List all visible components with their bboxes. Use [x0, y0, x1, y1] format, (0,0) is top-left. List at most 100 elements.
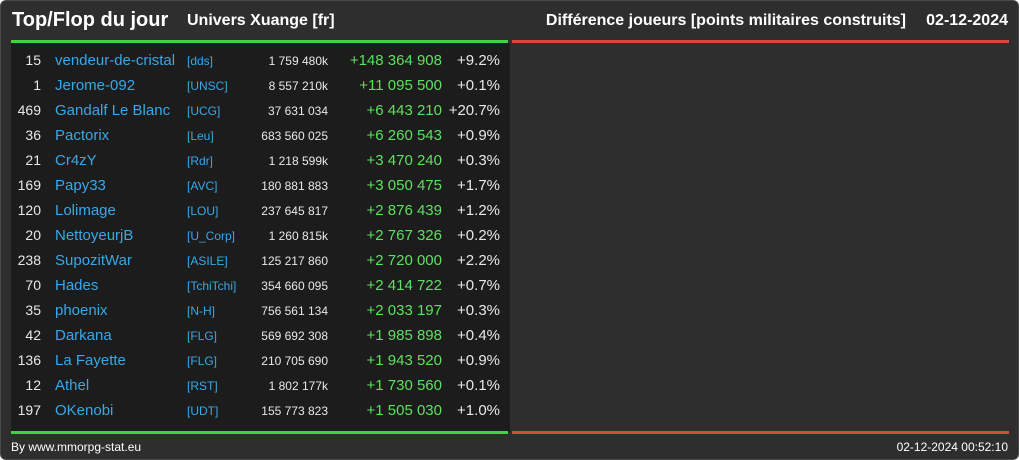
percent-change: +20.7%	[448, 102, 500, 119]
footer-timestamp: 02-12-2024 00:52:10	[896, 440, 1008, 454]
player-points: 569 692 308	[261, 329, 328, 343]
player-name-link[interactable]: SupozitWar	[55, 252, 132, 269]
percent-change: +0.3%	[457, 152, 500, 169]
points-difference: +3 470 240	[366, 152, 443, 169]
points-difference: +148 364 908	[349, 52, 442, 69]
points-difference: +2 876 439	[366, 202, 443, 219]
player-points: 756 561 134	[261, 304, 328, 318]
player-rank: 238	[17, 252, 41, 268]
points-difference: +2 767 326	[366, 227, 443, 244]
table-row: 136 La Fayette [FLG] 210 705 690 +1 943 520 +…	[11, 348, 510, 373]
player-name-link[interactable]: OKenobi	[55, 402, 114, 419]
player-rank: 70	[25, 277, 41, 293]
player-name-link[interactable]: Jerome-092	[55, 77, 136, 94]
alliance-tag-link[interactable]: [dds]	[187, 54, 214, 68]
player-points: 125 217 860	[261, 254, 328, 268]
points-difference: +2 033 197	[366, 302, 443, 319]
player-name-link[interactable]: NettoyeurjB	[55, 227, 134, 244]
player-points: 1 759 480k	[268, 54, 328, 68]
alliance-tag-link[interactable]: [Leu]	[187, 129, 214, 143]
player-rank: 35	[25, 302, 41, 318]
table-row: 469 Gandalf Le Blanc [UCG] 37 631 034 +6 443…	[11, 98, 510, 123]
metric-label: Différence joueurs [points militaires co…	[545, 12, 906, 29]
points-difference: +11 095 500	[359, 77, 442, 94]
alliance-tag-link[interactable]: [UCG]	[187, 104, 221, 118]
table-row: 35 phoenix [N-H] 756 561 134 +2 033 197 +0.3%	[11, 298, 510, 323]
player-name-link[interactable]: Hades	[55, 277, 99, 294]
points-difference: +1 943 520	[366, 352, 443, 369]
alliance-tag-link[interactable]: [FLG]	[187, 329, 218, 343]
percent-change: +1.7%	[457, 177, 500, 194]
player-points: 180 881 883	[261, 179, 328, 193]
points-difference: +3 050 475	[366, 177, 443, 194]
footer-credit[interactable]: By www.mmorpg-stat.eu	[11, 440, 142, 454]
player-points: 1 218 599k	[268, 154, 328, 168]
table-row: 42 Darkana [FLG] 569 692 308 +1 985 898 +0.4%	[11, 323, 510, 348]
player-name-link[interactable]: Cr4zY	[55, 152, 97, 169]
table-row: 36 Pactorix [Leu] 683 560 025 +6 260 543 +0.9…	[11, 123, 510, 148]
points-difference: +1 985 898	[366, 327, 443, 344]
points-difference: +1 730 560	[366, 377, 443, 394]
table-row: 21 Cr4zY [Rdr] 1 218 599k +3 470 240 +0.3%	[11, 148, 510, 173]
percent-change: +0.4%	[457, 327, 500, 344]
player-rank: 12	[25, 377, 41, 393]
table-row: 12 Athel [RST] 1 802 177k +1 730 560 +0.1%	[11, 373, 510, 398]
alliance-tag-link[interactable]: [ASILE]	[187, 254, 228, 268]
player-points: 155 773 823	[261, 404, 328, 418]
universe-label: Univers Xuange [fr]	[187, 12, 335, 29]
player-points: 1 260 815k	[268, 229, 328, 243]
percent-change: +0.9%	[457, 352, 500, 369]
player-rank: 36	[25, 127, 41, 143]
points-difference: +2 414 722	[366, 277, 443, 294]
player-points: 354 660 095	[261, 279, 328, 293]
player-points: 210 705 690	[261, 354, 328, 368]
alliance-tag-link[interactable]: [AVC]	[187, 179, 218, 193]
bottom-divider-green	[11, 431, 508, 434]
alliance-tag-link[interactable]: [TchiTchi]	[187, 279, 237, 293]
player-rank: 1	[33, 77, 41, 93]
alliance-tag-link[interactable]: [UNSC]	[187, 79, 228, 93]
bottom-divider-red	[512, 431, 1009, 434]
player-name-link[interactable]: Darkana	[55, 327, 112, 344]
player-rank: 20	[25, 227, 41, 243]
top-divider-green	[11, 40, 508, 43]
alliance-tag-link[interactable]: [FLG]	[187, 354, 218, 368]
alliance-tag-link[interactable]: [RST]	[187, 379, 218, 393]
player-rank: 120	[17, 202, 41, 218]
player-rank: 197	[17, 402, 41, 418]
alliance-tag-link[interactable]: [Rdr]	[187, 154, 214, 168]
points-difference: +2 720 000	[366, 252, 443, 269]
player-rank: 15	[25, 52, 41, 68]
header-date: 02-12-2024	[926, 12, 1008, 29]
percent-change: +0.3%	[457, 302, 500, 319]
alliance-tag-link[interactable]: [U_Corp]	[187, 229, 236, 243]
points-difference: +1 505 030	[366, 402, 443, 419]
alliance-tag-link[interactable]: [LOU]	[187, 204, 219, 218]
alliance-tag-link[interactable]: [UDT]	[187, 404, 219, 418]
player-points: 8 557 210k	[268, 79, 328, 93]
player-name-link[interactable]: Papy33	[55, 177, 106, 194]
player-name-link[interactable]: Athel	[55, 377, 90, 394]
player-name-link[interactable]: Gandalf Le Blanc	[55, 102, 171, 119]
table-row: 1 Jerome-092 [UNSC] 8 557 210k +11 095 500 +0…	[11, 73, 510, 98]
flop-players-panel	[512, 43, 1008, 432]
table-row: 70 Hades [TchiTchi] 354 660 095 +2 414 722 +0…	[11, 273, 510, 298]
player-name-link[interactable]: La Fayette	[55, 352, 126, 369]
percent-change: +1.2%	[457, 202, 500, 219]
player-name-link[interactable]: phoenix	[55, 302, 108, 319]
percent-change: +0.7%	[457, 277, 500, 294]
percent-change: +2.2%	[457, 252, 500, 269]
player-name-link[interactable]: Lolimage	[55, 202, 116, 219]
player-name-link[interactable]: vendeur-de-cristal	[55, 52, 176, 69]
percent-change: +0.1%	[457, 77, 500, 94]
percent-change: +0.2%	[457, 227, 500, 244]
player-rank: 21	[25, 152, 41, 168]
points-difference: +6 260 543	[366, 127, 443, 144]
percent-change: +0.1%	[457, 377, 500, 394]
alliance-tag-link[interactable]: [N-H]	[187, 304, 215, 318]
player-name-link[interactable]: Pactorix	[55, 127, 110, 144]
player-points: 1 802 177k	[268, 379, 328, 393]
player-rank: 42	[25, 327, 41, 343]
player-rank: 136	[17, 352, 41, 368]
